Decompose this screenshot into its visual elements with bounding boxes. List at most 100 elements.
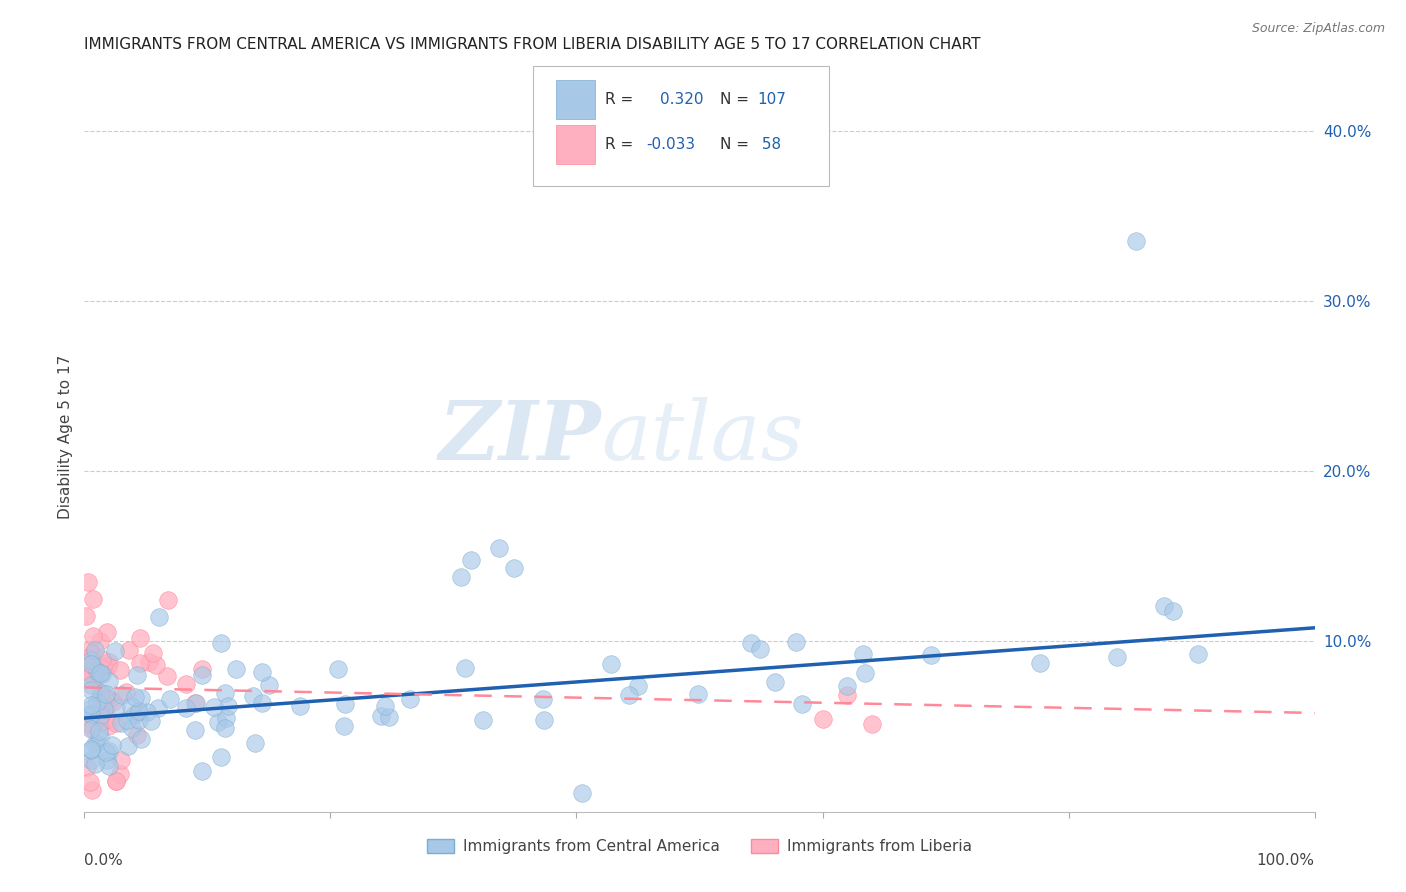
- Point: [148, 610, 170, 624]
- Point: [242, 689, 264, 703]
- Point: [686, 688, 709, 702]
- Text: N =: N =: [720, 137, 749, 153]
- Point: [97, 759, 120, 773]
- Point: [190, 668, 212, 682]
- Point: [96, 753, 118, 767]
- Point: [174, 701, 197, 715]
- Point: [96, 745, 118, 759]
- Text: -0.033: -0.033: [647, 137, 696, 153]
- Point: [75, 665, 97, 679]
- Point: [214, 686, 236, 700]
- Point: [79, 666, 101, 681]
- Point: [89, 709, 111, 723]
- Point: [79, 753, 101, 767]
- Point: [75, 608, 97, 623]
- Y-axis label: Disability Age 5 to 17: Disability Age 5 to 17: [58, 355, 73, 519]
- Point: [157, 593, 180, 607]
- Point: [76, 671, 98, 685]
- Legend: Immigrants from Central America, Immigrants from Liberia: Immigrants from Central America, Immigra…: [420, 833, 979, 860]
- Point: [124, 707, 146, 722]
- Point: [209, 749, 232, 764]
- Point: [83, 756, 105, 771]
- Point: [90, 667, 112, 681]
- Point: [118, 643, 141, 657]
- Point: [370, 709, 392, 723]
- Point: [749, 642, 772, 657]
- Text: N =: N =: [720, 93, 749, 107]
- Point: [488, 541, 510, 555]
- Point: [333, 719, 356, 733]
- Point: [86, 665, 108, 680]
- Point: [619, 688, 641, 702]
- Point: [204, 699, 226, 714]
- Point: [571, 786, 593, 800]
- Point: [86, 695, 108, 709]
- Point: [86, 665, 108, 679]
- Point: [80, 647, 103, 661]
- Text: 100.0%: 100.0%: [1257, 853, 1315, 868]
- Point: [1187, 647, 1209, 661]
- Point: [82, 591, 104, 606]
- Point: [128, 713, 150, 727]
- Point: [860, 717, 883, 731]
- Point: [105, 715, 128, 730]
- Point: [93, 690, 115, 705]
- Point: [129, 690, 152, 705]
- Point: [101, 695, 124, 709]
- Point: [89, 634, 111, 648]
- Text: R =: R =: [605, 137, 633, 153]
- Text: atlas: atlas: [602, 397, 803, 477]
- Point: [853, 666, 876, 681]
- Point: [76, 760, 98, 774]
- Point: [98, 691, 121, 706]
- Point: [80, 782, 103, 797]
- Point: [146, 700, 169, 714]
- Point: [79, 742, 101, 756]
- Point: [174, 677, 197, 691]
- Point: [142, 646, 165, 660]
- Point: [79, 643, 101, 657]
- Point: [97, 655, 120, 669]
- Point: [215, 711, 238, 725]
- Point: [87, 724, 110, 739]
- Point: [120, 699, 142, 714]
- Point: [115, 685, 138, 699]
- Point: [91, 688, 114, 702]
- Point: [533, 713, 555, 727]
- FancyBboxPatch shape: [555, 80, 595, 120]
- Point: [785, 635, 807, 649]
- Point: [111, 688, 134, 702]
- Point: [214, 721, 236, 735]
- Point: [110, 716, 132, 731]
- Point: [851, 647, 873, 661]
- Point: [837, 679, 859, 693]
- Point: [83, 643, 105, 657]
- Point: [763, 674, 786, 689]
- Point: [79, 682, 101, 697]
- Point: [93, 702, 115, 716]
- Point: [454, 661, 477, 675]
- Point: [94, 687, 117, 701]
- Point: [159, 691, 181, 706]
- Point: [79, 657, 101, 671]
- Point: [77, 651, 100, 665]
- Point: [503, 561, 526, 575]
- Point: [139, 714, 162, 728]
- Text: 58: 58: [758, 137, 782, 153]
- Point: [740, 636, 762, 650]
- Point: [83, 737, 105, 751]
- Point: [129, 732, 152, 747]
- Point: [77, 574, 100, 589]
- Point: [124, 690, 146, 704]
- Point: [460, 552, 482, 566]
- Point: [191, 662, 214, 676]
- Point: [129, 657, 152, 671]
- Point: [129, 631, 152, 645]
- Point: [80, 698, 103, 712]
- Point: [91, 701, 114, 715]
- Point: [105, 774, 128, 789]
- Point: [1105, 649, 1128, 664]
- Point: [225, 662, 247, 676]
- Point: [471, 713, 494, 727]
- Point: [217, 698, 239, 713]
